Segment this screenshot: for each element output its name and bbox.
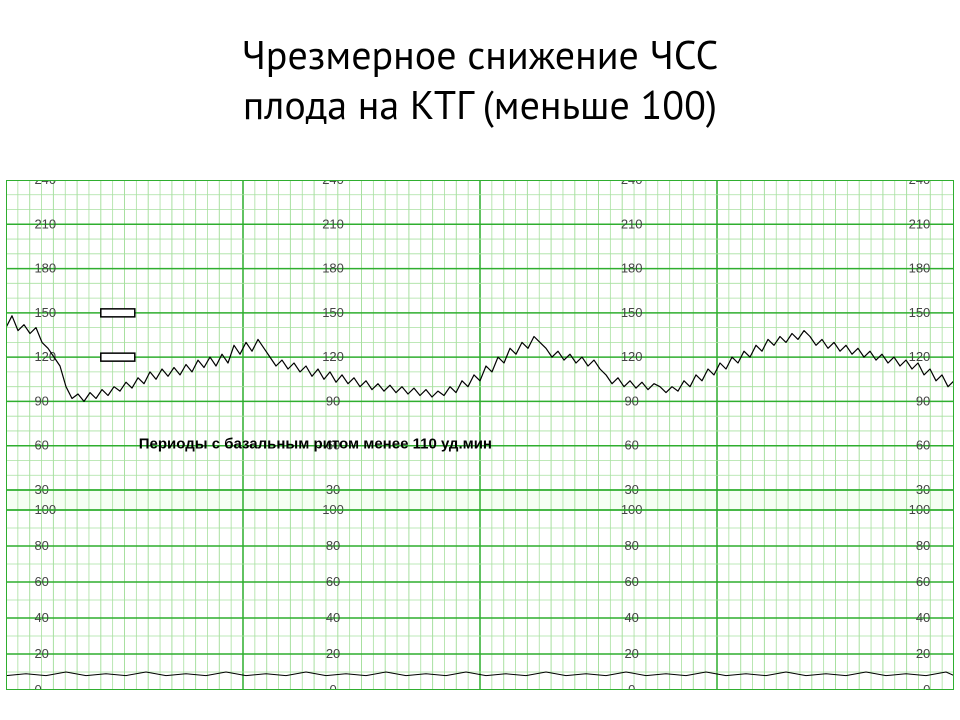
svg-text:120: 120 bbox=[909, 349, 931, 364]
svg-text:150: 150 bbox=[322, 305, 344, 320]
svg-text:210: 210 bbox=[621, 216, 643, 231]
svg-text:80: 80 bbox=[326, 538, 340, 553]
svg-text:180: 180 bbox=[34, 261, 56, 276]
svg-text:210: 210 bbox=[909, 216, 931, 231]
svg-text:60: 60 bbox=[916, 574, 930, 589]
svg-text:60: 60 bbox=[916, 438, 930, 453]
ctg-svg: 240 240 240 240 210 210 210 210 180 180 180 180 150 1… bbox=[6, 180, 954, 690]
page-title: Чрезмерное снижение ЧСС плода на КТГ (ме… bbox=[0, 30, 960, 130]
svg-text:90: 90 bbox=[916, 393, 930, 408]
svg-text:40: 40 bbox=[916, 610, 930, 625]
svg-text:180: 180 bbox=[322, 261, 344, 276]
svg-text:20: 20 bbox=[326, 646, 340, 661]
svg-text:210: 210 bbox=[322, 216, 344, 231]
svg-text:210: 210 bbox=[34, 216, 56, 231]
svg-text:80: 80 bbox=[916, 538, 930, 553]
svg-text:20: 20 bbox=[624, 646, 638, 661]
svg-text:240: 240 bbox=[34, 180, 56, 187]
svg-text:0: 0 bbox=[923, 682, 930, 690]
svg-text:20: 20 bbox=[916, 646, 930, 661]
svg-text:60: 60 bbox=[34, 438, 48, 453]
svg-text:180: 180 bbox=[621, 261, 643, 276]
svg-text:40: 40 bbox=[34, 610, 48, 625]
svg-text:20: 20 bbox=[34, 646, 48, 661]
svg-text:60: 60 bbox=[624, 438, 638, 453]
svg-text:240: 240 bbox=[322, 180, 344, 187]
svg-text:180: 180 bbox=[909, 261, 931, 276]
svg-text:0: 0 bbox=[34, 682, 41, 690]
svg-text:150: 150 bbox=[909, 305, 931, 320]
ctg-chart: 240 240 240 240 210 210 210 210 180 180 180 180 150 1… bbox=[6, 180, 954, 690]
svg-text:120: 120 bbox=[621, 349, 643, 364]
svg-text:0: 0 bbox=[628, 682, 635, 690]
svg-text:90: 90 bbox=[326, 393, 340, 408]
svg-text:40: 40 bbox=[326, 610, 340, 625]
svg-text:150: 150 bbox=[621, 305, 643, 320]
svg-text:150: 150 bbox=[34, 305, 56, 320]
svg-text:120: 120 bbox=[34, 349, 56, 364]
svg-text:90: 90 bbox=[624, 393, 638, 408]
svg-text:40: 40 bbox=[624, 610, 638, 625]
svg-text:80: 80 bbox=[624, 538, 638, 553]
svg-text:90: 90 bbox=[34, 393, 48, 408]
svg-text:240: 240 bbox=[621, 180, 643, 187]
svg-text:60: 60 bbox=[624, 574, 638, 589]
svg-text:120: 120 bbox=[322, 349, 344, 364]
svg-text:Периоды с базальным ритом мене: Периоды с базальным ритом менее 110 уд.м… bbox=[139, 436, 492, 453]
svg-text:60: 60 bbox=[326, 574, 340, 589]
svg-text:240: 240 bbox=[909, 180, 931, 187]
svg-text:0: 0 bbox=[329, 682, 336, 690]
svg-text:60: 60 bbox=[34, 574, 48, 589]
svg-text:80: 80 bbox=[34, 538, 48, 553]
